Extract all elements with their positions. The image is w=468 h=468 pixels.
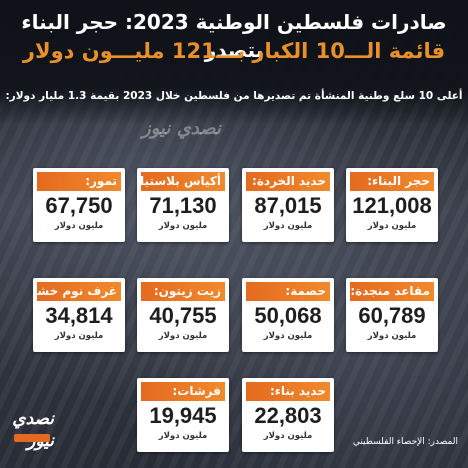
export-card-rebar: حديد بناء: 22,803 مليون دولار xyxy=(242,378,334,452)
card-label: حديد بناء: xyxy=(246,382,330,401)
watermark-text: نصدي نيوز xyxy=(142,118,221,139)
card-value: 40,755 xyxy=(149,303,217,328)
card-unit: مليون دولار xyxy=(263,331,313,341)
export-card-gravel: حصمة: 50,068 مليون دولار xyxy=(242,278,334,352)
card-value: 71,130 xyxy=(149,193,217,218)
card-label: زيت زيتون: xyxy=(141,282,225,301)
export-card-upholstered-seats: مقاعد منجدة: 60,789 مليون دولار xyxy=(346,278,438,352)
card-unit: مليون دولار xyxy=(54,331,104,341)
page-description: أعلى 10 سلع وطنية المنشأة تم تصديرها من … xyxy=(5,90,463,102)
page-title: صادرات فلسطين الوطنية 2023: حجر البناء ي… xyxy=(21,10,447,62)
export-card-dates: تمور: 67,750 مليون دولار xyxy=(33,168,125,242)
card-value: 22,803 xyxy=(254,403,322,428)
export-card-building-stone: حجر البناء: 121,008 مليون دولار xyxy=(346,168,438,242)
card-label: تمور: xyxy=(37,172,121,191)
card-label: أكياس بلاستيك: xyxy=(141,172,225,191)
card-value: 50,068 xyxy=(254,303,322,328)
header-backdrop xyxy=(0,0,468,125)
card-unit: مليون دولار xyxy=(54,221,104,231)
export-card-wooden-bedrooms: غرف نوم خشبية: 34,814 مليون دولار xyxy=(33,278,125,352)
card-unit: مليون دولار xyxy=(367,221,417,231)
export-card-scrap-iron: حديد الخردة: 87,015 مليون دولار xyxy=(242,168,334,242)
card-value: 121,008 xyxy=(352,193,432,218)
card-unit: مليون دولار xyxy=(263,431,313,441)
card-unit: مليون دولار xyxy=(263,221,313,231)
logo-bar xyxy=(14,434,50,442)
card-unit: مليون دولار xyxy=(158,331,208,341)
watermark-logo: نصدي نيوز xyxy=(142,118,221,140)
card-label: فرشات: xyxy=(141,382,225,401)
card-label: حديد الخردة: xyxy=(246,172,330,191)
page-subtitle: قائمة الـــ10 الكبار بـــ121 مليـــون دو… xyxy=(22,39,446,63)
card-value: 60,789 xyxy=(358,303,426,328)
card-label: مقاعد منجدة: xyxy=(350,282,434,301)
card-label: حصمة: xyxy=(246,282,330,301)
export-card-plastic-bags: أكياس بلاستيك: 71,130 مليون دولار xyxy=(137,168,229,242)
export-card-olive-oil: زيت زيتون: 40,755 مليون دولار xyxy=(137,278,229,352)
card-unit: مليون دولار xyxy=(158,221,208,231)
card-value: 67,750 xyxy=(45,193,113,218)
card-value: 87,015 xyxy=(254,193,322,218)
card-unit: مليون دولار xyxy=(158,431,208,441)
card-label: حجر البناء: xyxy=(350,172,434,191)
export-card-mattresses: فرشات: 19,945 مليون دولار xyxy=(137,378,229,452)
logo-text: نصدي نيوز xyxy=(12,409,54,451)
source-note: المصدر: الإحصاء الفلسطيني xyxy=(352,437,458,447)
card-value: 34,814 xyxy=(45,303,113,328)
card-value: 19,945 xyxy=(149,403,217,428)
brand-logo-icon: نصدي نيوز xyxy=(10,408,54,451)
card-unit: مليون دولار xyxy=(367,331,417,341)
card-label: غرف نوم خشبية: xyxy=(37,282,121,301)
